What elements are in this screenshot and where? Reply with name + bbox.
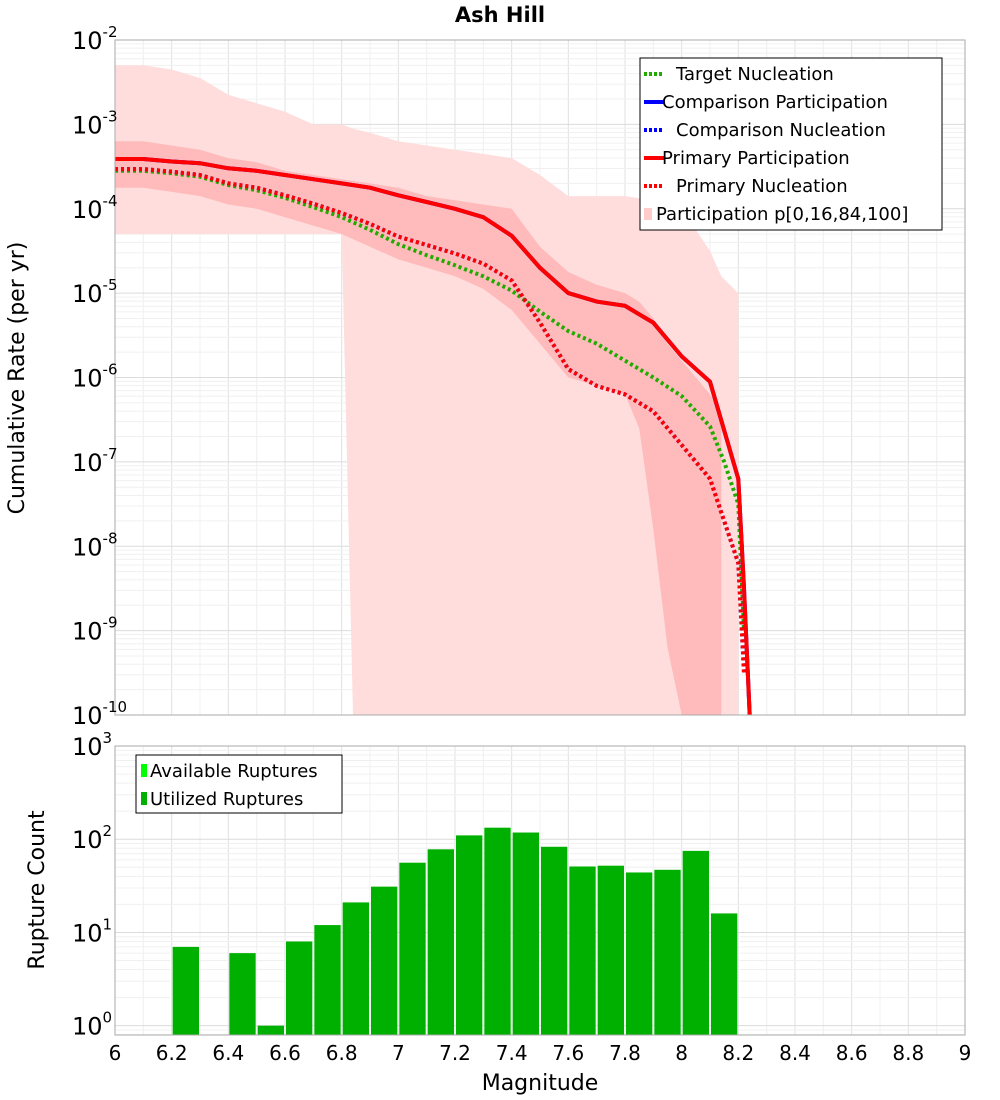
band-p16-p84 bbox=[115, 141, 722, 716]
x-tick-label: 6.2 bbox=[156, 1041, 188, 1065]
top-y-tick-label: 10-10 bbox=[72, 698, 127, 730]
bar bbox=[399, 862, 426, 1035]
bar bbox=[286, 941, 313, 1035]
top-y-tick-label: 10-3 bbox=[72, 107, 118, 139]
legend-label: Comparison Nucleation bbox=[676, 120, 886, 141]
x-tick-label: 6.4 bbox=[212, 1041, 244, 1065]
bar bbox=[172, 946, 199, 1035]
x-tick-label: 6 bbox=[109, 1041, 122, 1065]
bar bbox=[682, 850, 709, 1035]
legend-label: Primary Participation bbox=[662, 148, 850, 169]
bar bbox=[597, 865, 624, 1035]
bar bbox=[654, 869, 681, 1035]
x-tick-label: 7.2 bbox=[439, 1041, 471, 1065]
series-primary-participation bbox=[115, 157, 752, 716]
x-tick-label: 8.6 bbox=[836, 1041, 868, 1065]
top-legend: Target Nucleation Comparison Participatio… bbox=[639, 57, 943, 231]
band-p0-p100 bbox=[115, 65, 739, 716]
legend-swatch bbox=[141, 764, 147, 777]
bottom-y-tick-label: 103 bbox=[72, 729, 112, 761]
bottom-bars bbox=[172, 827, 738, 1035]
top-lines bbox=[115, 157, 752, 716]
bar bbox=[314, 925, 341, 1035]
bottom-y-axis-label: Rupture Count bbox=[25, 810, 50, 970]
x-tick-label: 8.8 bbox=[892, 1041, 924, 1065]
bar bbox=[229, 953, 256, 1035]
x-tick-label: 7 bbox=[392, 1041, 405, 1065]
top-y-ticks: 10-2 10-3 10-4 10-5 10-6 10-7 10-8 10-9 10-10 bbox=[72, 23, 127, 730]
x-tick-label: 6.8 bbox=[326, 1041, 358, 1065]
legend-label: Participation p[0,16,84,100] bbox=[656, 204, 908, 225]
x-axis-label: Magnitude bbox=[482, 1071, 599, 1096]
top-panel: 10-2 10-3 10-4 10-5 10-6 10-7 10-8 10-9 10-10 Cu… bbox=[5, 23, 966, 730]
bar bbox=[626, 872, 653, 1035]
bottom-legend-box bbox=[135, 754, 343, 814]
legend-label: Comparison Participation bbox=[662, 92, 888, 113]
top-y-axis-label: Cumulative Rate (per yr) bbox=[5, 242, 30, 515]
bottom-plot-frame bbox=[114, 745, 966, 1036]
top-bands bbox=[115, 65, 739, 716]
bottom-panel: 103 102 101 100 6 6.2 6.4 6.6 6.8 7 7.2 7.4 7.6 7.8 8… bbox=[25, 729, 971, 1096]
bar bbox=[484, 827, 511, 1035]
legend-label: Available Ruptures bbox=[150, 761, 318, 782]
x-tick-label: 8 bbox=[675, 1041, 688, 1065]
legend-swatch bbox=[141, 792, 147, 805]
series-primary-nucleation bbox=[115, 167, 746, 673]
top-y-tick-label: 10-5 bbox=[72, 276, 118, 308]
bar bbox=[257, 1025, 284, 1035]
bar bbox=[371, 886, 398, 1035]
x-tick-label: 8.4 bbox=[779, 1041, 811, 1065]
legend-swatch bbox=[644, 208, 652, 220]
top-y-tick-label: 10-8 bbox=[72, 529, 118, 561]
legend-label: Target Nucleation bbox=[675, 64, 834, 85]
x-tick-label: 6.6 bbox=[269, 1041, 301, 1065]
chart-title: Ash Hill bbox=[455, 3, 545, 27]
bottom-legend: Available Ruptures Utilized Ruptures bbox=[135, 754, 343, 814]
bar bbox=[569, 866, 596, 1035]
top-y-tick-label: 10-4 bbox=[72, 192, 118, 224]
bar bbox=[427, 849, 454, 1035]
top-legend-box bbox=[639, 57, 943, 231]
x-tick-label: 7.4 bbox=[496, 1041, 528, 1065]
legend-label: Utilized Ruptures bbox=[150, 789, 303, 810]
bar bbox=[456, 835, 483, 1035]
bar bbox=[541, 846, 568, 1035]
bottom-y-ticks: 103 102 101 100 bbox=[72, 729, 112, 1041]
top-y-tick-label: 10-7 bbox=[72, 445, 118, 477]
bottom-x-ticks: 6 6.2 6.4 6.6 6.8 7 7.2 7.4 7.6 7.8 8 8.2 8.4 8.6 8.8 9 bbox=[109, 1041, 972, 1065]
bar bbox=[711, 913, 738, 1035]
top-plot-frame bbox=[114, 39, 966, 716]
bottom-y-tick-label: 101 bbox=[72, 915, 112, 947]
x-tick-label: 8.2 bbox=[722, 1041, 754, 1065]
top-y-tick-label: 10-9 bbox=[72, 614, 118, 646]
bar bbox=[512, 832, 539, 1035]
bottom-y-tick-label: 100 bbox=[72, 1009, 112, 1041]
x-tick-label: 9 bbox=[959, 1041, 972, 1065]
legend-label: Primary Nucleation bbox=[676, 176, 848, 197]
bar bbox=[342, 902, 369, 1035]
top-y-tick-label: 10-2 bbox=[72, 23, 118, 55]
x-tick-label: 7.6 bbox=[552, 1041, 584, 1065]
x-tick-label: 7.8 bbox=[609, 1041, 641, 1065]
bottom-y-tick-label: 102 bbox=[72, 822, 112, 854]
top-y-tick-label: 10-6 bbox=[72, 361, 118, 393]
